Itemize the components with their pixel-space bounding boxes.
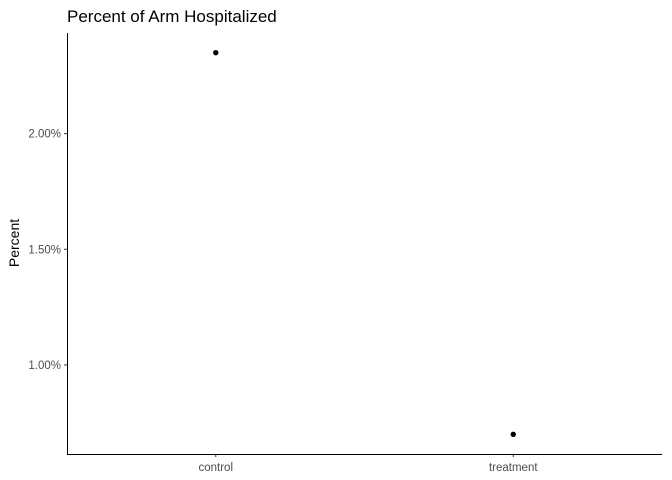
- y-axis-ticks: 1.00% 1.50% 2.00%: [28, 129, 67, 372]
- chart-title: Percent of Arm Hospitalized: [67, 7, 277, 26]
- data-point-control: [213, 49, 219, 56]
- y-tick-label: 1.00%: [28, 360, 61, 372]
- data-point-treatment: [510, 431, 516, 438]
- y-tick-label: 2.00%: [28, 129, 61, 141]
- x-axis-ticks: control treatment: [198, 454, 538, 474]
- x-tick-label: control: [198, 462, 233, 474]
- y-axis-label: Percent: [6, 219, 22, 267]
- x-tick-label: treatment: [489, 462, 538, 474]
- y-tick-label: 1.50%: [28, 244, 61, 256]
- data-points: [213, 49, 516, 438]
